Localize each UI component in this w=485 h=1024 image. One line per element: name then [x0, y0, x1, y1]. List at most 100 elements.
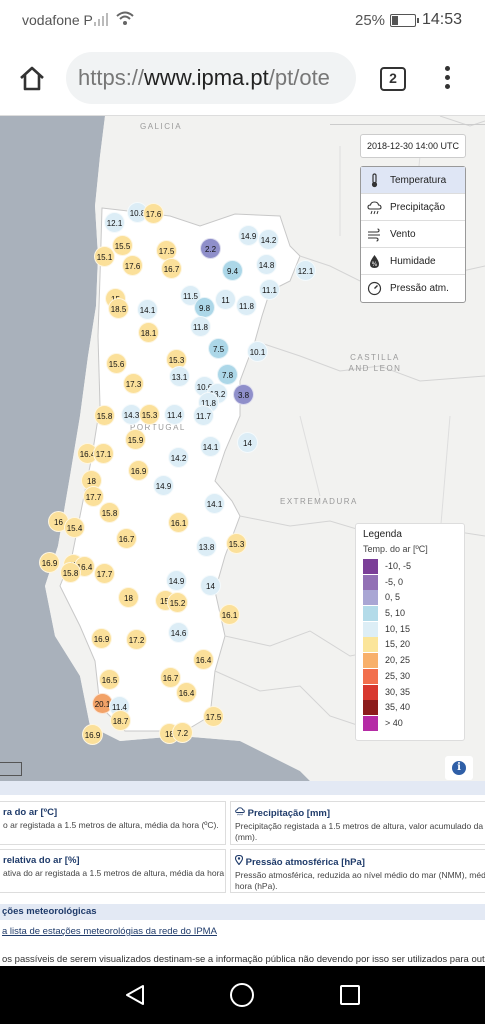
back-icon[interactable]: [123, 983, 147, 1007]
station-marker[interactable]: 13.1: [169, 366, 190, 387]
variable-button-temperatura[interactable]: Temperatura: [361, 167, 465, 194]
station-marker[interactable]: 14.2: [168, 447, 189, 468]
url-host: www.ipma.pt: [144, 65, 269, 90]
station-marker[interactable]: 11: [215, 289, 236, 310]
home-icon[interactable]: [16, 62, 48, 94]
browser-toolbar: https://www.ipma.pt/pt/ote 2: [0, 40, 485, 116]
variable-button-humidade[interactable]: % Humidade: [361, 248, 465, 275]
station-marker[interactable]: 16.9: [39, 552, 60, 573]
station-marker[interactable]: 15.3: [139, 404, 160, 425]
station-marker[interactable]: 7.2: [172, 722, 193, 743]
station-marker[interactable]: 17.7: [94, 563, 115, 584]
info-card-desc: o ar registada a 1.5 metros de altura, m…: [3, 820, 219, 830]
info-card-title: Precipitação [mm]: [247, 808, 331, 819]
station-marker[interactable]: 15.3: [226, 533, 247, 554]
wifi-icon: [116, 11, 134, 25]
variable-button-pressao[interactable]: Pressão atm.: [361, 275, 465, 302]
stations-list-link[interactable]: a lista de estações meteorológias da red…: [2, 926, 217, 937]
station-marker[interactable]: 14.9: [238, 225, 259, 246]
legend-swatch: [363, 559, 378, 574]
station-marker[interactable]: 14: [237, 432, 258, 453]
station-marker[interactable]: 16.7: [161, 258, 182, 279]
station-marker[interactable]: 16.7: [116, 528, 137, 549]
home-nav-icon[interactable]: [230, 983, 254, 1007]
station-marker[interactable]: 15.4: [64, 517, 85, 538]
info-card-pressao: Pressão atmosférica [hPa] Pressão atmosf…: [230, 849, 485, 893]
station-marker[interactable]: 18.5: [108, 298, 129, 319]
station-marker[interactable]: 9.4: [222, 260, 243, 281]
legend-row: 20, 25: [363, 652, 464, 669]
station-marker[interactable]: 17.1: [93, 443, 114, 464]
station-marker[interactable]: 18.7: [110, 710, 131, 731]
legend-label: 5, 10: [385, 608, 406, 619]
station-marker[interactable]: 14.2: [258, 229, 279, 250]
station-marker[interactable]: 20.1: [92, 693, 113, 714]
map-info-button[interactable]: i: [445, 756, 473, 780]
station-marker[interactable]: 16.4: [193, 649, 214, 670]
station-marker[interactable]: 12.1: [295, 260, 316, 281]
info-card-desc: Precipitação registada a 1.5 metros de a…: [235, 821, 484, 842]
station-marker[interactable]: 13.8: [196, 536, 217, 557]
station-marker[interactable]: 7.5: [208, 338, 229, 359]
station-marker[interactable]: 11.4: [164, 404, 185, 425]
station-marker[interactable]: 10.1: [247, 341, 268, 362]
station-marker[interactable]: 15.5: [112, 235, 133, 256]
station-marker[interactable]: 15.1: [94, 246, 115, 267]
recents-icon[interactable]: [340, 985, 360, 1005]
station-marker[interactable]: 11.1: [259, 279, 280, 300]
station-marker[interactable]: 18.1: [138, 322, 159, 343]
station-marker[interactable]: 16.7: [160, 667, 181, 688]
station-marker[interactable]: 11.8: [190, 316, 211, 337]
station-marker[interactable]: 17.7: [83, 486, 104, 507]
station-marker[interactable]: 16.1: [219, 604, 240, 625]
station-marker[interactable]: 17.6: [122, 255, 143, 276]
station-marker[interactable]: 14.1: [204, 493, 225, 514]
legend-swatch: [363, 653, 378, 669]
station-marker[interactable]: 14: [200, 575, 221, 596]
station-marker[interactable]: 11.7: [193, 405, 214, 426]
tab-switcher-button[interactable]: 2: [380, 67, 406, 91]
station-marker[interactable]: 16.4: [176, 682, 197, 703]
station-marker[interactable]: 16.1: [168, 512, 189, 533]
station-marker[interactable]: 16.5: [99, 669, 120, 690]
station-marker[interactable]: 17.5: [203, 706, 224, 727]
station-marker[interactable]: 14.9: [166, 570, 187, 591]
station-marker[interactable]: 15.8: [94, 405, 115, 426]
weather-map[interactable]: GALICIA CASTILLA AND LEON PORTUGAL EXTRE…: [0, 116, 485, 781]
url-bar[interactable]: https://www.ipma.pt/pt/ote: [66, 52, 356, 104]
station-marker[interactable]: 17.6: [143, 203, 164, 224]
station-marker[interactable]: 15.8: [99, 502, 120, 523]
station-marker[interactable]: 2.2: [200, 238, 221, 259]
station-marker[interactable]: 15.9: [125, 429, 146, 450]
station-marker[interactable]: 12.1: [104, 212, 125, 233]
legend-swatch: [363, 715, 378, 731]
station-marker[interactable]: 14.1: [200, 436, 221, 457]
overflow-menu-icon[interactable]: [436, 64, 458, 94]
station-marker[interactable]: 7.8: [217, 364, 238, 385]
station-marker[interactable]: 17.3: [123, 373, 144, 394]
station-marker[interactable]: 11.8: [236, 295, 257, 316]
station-marker[interactable]: 16.9: [128, 460, 149, 481]
station-marker[interactable]: 14.8: [256, 254, 277, 275]
station-marker[interactable]: 14.9: [153, 475, 174, 496]
station-marker[interactable]: 16.9: [82, 724, 103, 745]
station-marker[interactable]: 15.8: [60, 562, 81, 583]
station-marker[interactable]: 15.6: [106, 353, 127, 374]
station-marker[interactable]: 14.1: [137, 299, 158, 320]
legend-label: -10, -5: [385, 561, 412, 571]
variable-label: Precipitação: [390, 202, 446, 213]
station-marker[interactable]: 18: [118, 587, 139, 608]
info-card-humidade: relativa do ar [%] ativa do ar registada…: [0, 849, 226, 893]
battery-percent: 25%: [355, 12, 386, 29]
station-marker[interactable]: 3.8: [233, 384, 254, 405]
variable-button-precipitacao[interactable]: Precipitação: [361, 194, 465, 221]
variable-button-vento[interactable]: Vento: [361, 221, 465, 248]
station-marker[interactable]: 17.2: [126, 629, 147, 650]
station-marker[interactable]: 14.6: [168, 622, 189, 643]
variable-label: Pressão atm.: [390, 283, 449, 294]
station-marker[interactable]: 16.9: [91, 628, 112, 649]
station-marker[interactable]: 10.8: [127, 202, 148, 223]
legend-label: 35, 40: [385, 702, 411, 713]
station-marker[interactable]: 15.2: [167, 592, 188, 613]
station-marker[interactable]: 9.8: [194, 297, 215, 318]
